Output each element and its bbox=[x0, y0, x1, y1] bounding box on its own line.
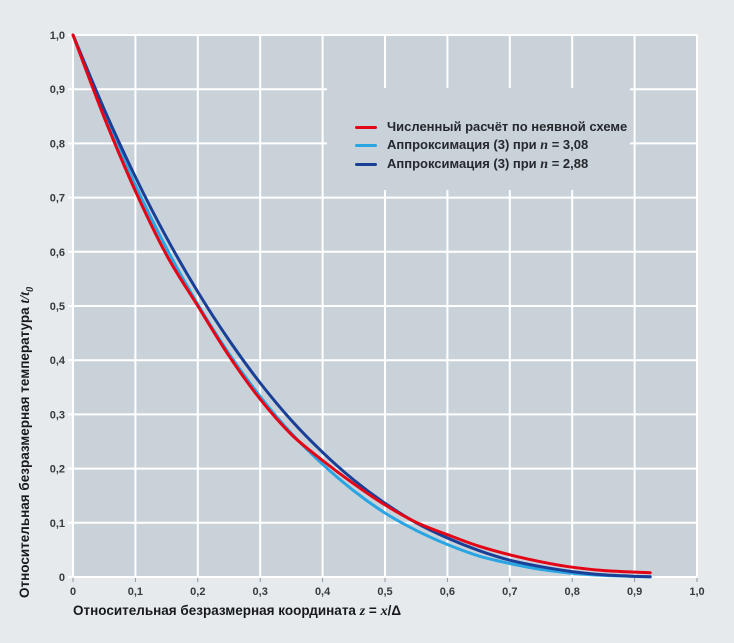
legend: Численный расчёт по неявной схеме Аппрок… bbox=[327, 88, 630, 190]
legend-label: Численный расчёт по неявной схеме bbox=[387, 118, 627, 138]
legend-label: Аппроксимация (3) при n = 3,08 bbox=[387, 136, 588, 156]
x-tick-label: 0,4 bbox=[315, 586, 331, 598]
x-tick-label: 1,0 bbox=[689, 586, 704, 598]
legend-item-approx-308: Аппроксимация (3) при n = 3,08 bbox=[327, 137, 630, 156]
y-axis-math-t-text: t/t bbox=[18, 291, 33, 304]
series-line-approx-n308 bbox=[71, 33, 652, 579]
x-axis-title-text: Относительная безразмерная координата bbox=[73, 603, 356, 618]
y-tick-label: 0,3 bbox=[50, 409, 65, 421]
y-tick-label: 0,9 bbox=[50, 84, 65, 96]
legend-label: Аппроксимация (3) при n = 2,88 bbox=[387, 155, 588, 175]
y-tick-labels: 0 0,1 0,2 0,3 0,4 0,5 0,6 0,7 0,8 0,9 1,0 bbox=[50, 30, 66, 584]
legend-math-var: n bbox=[540, 156, 549, 172]
y-tick-label: 0,5 bbox=[50, 301, 65, 313]
x-tick-label: 0,2 bbox=[190, 586, 205, 598]
y-tick-label: 0,1 bbox=[50, 518, 65, 530]
x-tick-label: 0,1 bbox=[128, 586, 143, 598]
series-line-approx-n288 bbox=[71, 33, 652, 579]
x-tick-label: 0,5 bbox=[377, 586, 392, 598]
data-curves bbox=[71, 33, 652, 579]
x-axis-math-x: x bbox=[380, 604, 388, 619]
y-tick-label: 0,6 bbox=[50, 247, 65, 259]
legend-text: Аппроксимация (3) при bbox=[387, 155, 541, 171]
red-line-swatch-icon bbox=[355, 125, 377, 129]
x-tick-label: 0,3 bbox=[253, 586, 268, 598]
legend-text-suffix: = 3,08 bbox=[548, 137, 589, 152]
y-tick-label: 0,7 bbox=[50, 193, 65, 205]
y-axis-math-sub: 0 bbox=[24, 286, 36, 292]
dark-blue-line-swatch-icon bbox=[355, 162, 377, 166]
legend-item-approx-288: Аппроксимация (3) при n = 2,88 bbox=[327, 155, 630, 174]
legend-text: Аппроксимация (3) при bbox=[387, 137, 541, 152]
x-axis-math-delta: /Δ bbox=[387, 603, 402, 618]
x-tick-label: 0 bbox=[70, 586, 76, 598]
x-tick-label: 0,6 bbox=[440, 586, 455, 598]
y-tick-label: 0 bbox=[59, 572, 65, 584]
y-tick-label: 0,2 bbox=[50, 464, 65, 476]
x-tick-label: 0,9 bbox=[627, 586, 642, 598]
x-tick-labels: 0 0,1 0,2 0,3 0,4 0,5 0,6 0,7 0,8 0,9 1,0 bbox=[70, 586, 705, 598]
series-line-numerical bbox=[71, 33, 652, 575]
light-blue-line-swatch-icon bbox=[355, 144, 377, 148]
axis-ticks bbox=[68, 34, 698, 582]
y-tick-label: 0,8 bbox=[50, 138, 65, 150]
y-axis-title: Относительная безразмерная температура t… bbox=[17, 287, 36, 598]
x-tick-label: 0,8 bbox=[565, 586, 580, 598]
x-axis-math-z: z bbox=[359, 604, 366, 619]
y-tick-label: 1,0 bbox=[50, 30, 65, 42]
legend-item-numerical: Численный расчёт по неявной схеме bbox=[327, 118, 630, 137]
legend-text-suffix: = 2,88 bbox=[548, 155, 589, 171]
y-axis-math-t: t/t0 bbox=[18, 286, 36, 304]
legend-math-var: n bbox=[540, 138, 549, 153]
x-axis-math-eq: = bbox=[365, 603, 381, 618]
y-tick-label: 0,4 bbox=[50, 355, 66, 367]
x-tick-label: 0,7 bbox=[502, 586, 517, 598]
y-axis-title-text: Относительная безразмерная температура bbox=[17, 307, 32, 598]
x-axis-title: Относительная безразмерная координата z … bbox=[73, 603, 401, 620]
legend-text: Численный расчёт по неявной схеме bbox=[387, 118, 628, 134]
